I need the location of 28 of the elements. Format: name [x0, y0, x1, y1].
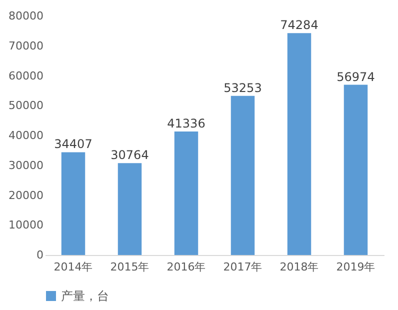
y-tick-label: 20000 — [8, 188, 44, 202]
x-tick-label: 2015年 — [110, 260, 150, 274]
y-tick-label: 10000 — [8, 218, 44, 232]
data-label: 41336 — [167, 116, 206, 131]
data-label: 74284 — [280, 18, 318, 32]
x-tick-label: 2019年 — [336, 260, 376, 274]
y-tick-label: 80000 — [8, 10, 44, 22]
bar — [174, 132, 198, 255]
bar — [344, 84, 368, 255]
bar — [61, 152, 86, 255]
x-tick-label: 2016年 — [166, 260, 206, 274]
x-tick-label: 2017年 — [223, 260, 262, 274]
data-label: 53253 — [224, 80, 262, 95]
bar — [287, 33, 312, 255]
y-tick-label: 60000 — [8, 69, 44, 82]
x-tick-label: 2018年 — [280, 260, 319, 274]
data-label: 34407 — [54, 137, 92, 152]
legend-label: 产量，台 — [61, 289, 109, 303]
bar — [230, 96, 255, 255]
y-tick-label: 0 — [36, 248, 44, 262]
x-tick-label: 2014年 — [54, 260, 93, 274]
y-tick-label: 30000 — [8, 158, 44, 172]
bar — [118, 163, 142, 255]
y-tick-label: 70000 — [8, 39, 44, 52]
y-tick-label: 40000 — [8, 129, 44, 142]
y-tick-label: 50000 — [8, 99, 44, 112]
data-label: 56974 — [336, 70, 375, 84]
data-label: 30764 — [110, 148, 149, 162]
